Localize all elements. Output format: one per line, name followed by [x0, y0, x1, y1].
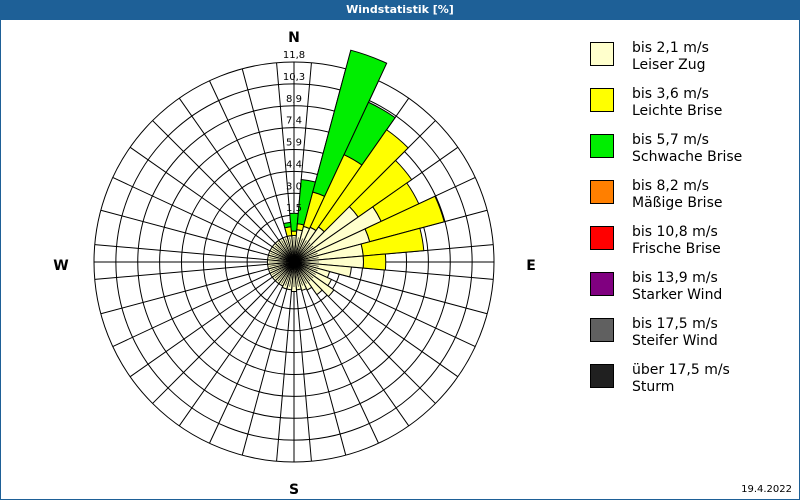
legend-swatch — [590, 180, 614, 204]
compass-label-e: E — [526, 258, 536, 274]
legend-label: bis 17,5 m/s Steifer Wind — [632, 316, 718, 349]
svg-text:10,3: 10,3 — [283, 72, 305, 83]
compass-label-w: W — [53, 258, 68, 274]
legend-label: bis 3,6 m/s Leichte Brise — [632, 86, 723, 119]
legend-swatch — [590, 42, 614, 66]
svg-text:4,4: 4,4 — [286, 159, 302, 170]
window-title: Windstatistik [%] — [0, 0, 800, 20]
legend-label: bis 2,1 m/s Leiser Zug — [632, 40, 709, 73]
legend-swatch — [590, 226, 614, 250]
legend-swatch — [590, 134, 614, 158]
date-label: 19.4.2022 — [741, 484, 792, 495]
svg-text:5,9: 5,9 — [286, 138, 302, 149]
legend-swatch — [590, 318, 614, 342]
legend-swatch — [590, 272, 614, 296]
legend-label: bis 13,9 m/s Starker Wind — [632, 270, 723, 303]
svg-text:8,9: 8,9 — [286, 94, 302, 105]
svg-text:1,5: 1,5 — [286, 203, 302, 214]
legend-label: bis 10,8 m/s Frische Brise — [632, 224, 721, 257]
compass-label-n: N — [288, 30, 300, 46]
legend-label: bis 8,2 m/s Mäßige Brise — [632, 178, 723, 211]
svg-text:3,0: 3,0 — [286, 181, 302, 192]
svg-text:7,4: 7,4 — [286, 116, 302, 127]
svg-text:11,8: 11,8 — [283, 50, 305, 61]
legend-swatch — [590, 88, 614, 112]
compass-label-s: S — [289, 482, 299, 498]
legend-swatch — [590, 364, 614, 388]
legend-label: bis 5,7 m/s Schwache Brise — [632, 132, 743, 165]
legend-label: über 17,5 m/s Sturm — [632, 362, 730, 395]
